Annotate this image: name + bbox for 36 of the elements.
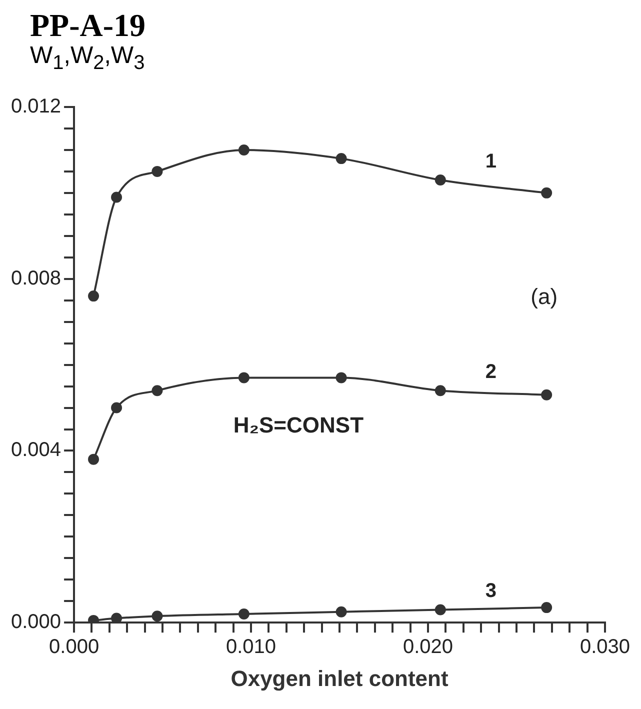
y-axis-title: W$_{1}$,W$_{2}$,W$_{3}$ bbox=[30, 42, 146, 76]
series-label: 2 bbox=[485, 360, 497, 383]
series-label: 1 bbox=[485, 150, 497, 172]
x-axis-title: Oxygen inlet content bbox=[230, 666, 449, 691]
y-tick-label: 0.000 bbox=[10, 610, 62, 633]
point bbox=[541, 187, 552, 198]
point bbox=[434, 384, 446, 396]
annotation: (a) bbox=[530, 284, 558, 309]
point bbox=[152, 610, 163, 622]
x-tick-label: 0.030 bbox=[580, 636, 630, 658]
x-tick-label: 0.020 bbox=[402, 636, 454, 658]
point bbox=[434, 174, 446, 186]
point bbox=[336, 152, 347, 164]
point bbox=[111, 402, 122, 414]
x-tick-label: 0.000 bbox=[49, 636, 100, 658]
point bbox=[111, 192, 122, 203]
point bbox=[238, 144, 250, 156]
point bbox=[336, 372, 347, 383]
point bbox=[111, 612, 122, 622]
point bbox=[541, 389, 552, 400]
point bbox=[434, 604, 446, 616]
y-tick-label: 0.008 bbox=[10, 267, 62, 290]
point bbox=[238, 372, 250, 383]
point bbox=[88, 454, 100, 465]
point bbox=[541, 602, 552, 613]
y-tick-label: 0.012 bbox=[10, 95, 62, 118]
series-label: 3 bbox=[485, 580, 497, 602]
point bbox=[152, 384, 163, 396]
x-tick-label: 0.010 bbox=[226, 636, 276, 658]
point bbox=[238, 608, 250, 620]
point bbox=[152, 166, 163, 177]
annotation: H₂S=CONST bbox=[233, 412, 364, 438]
point bbox=[336, 606, 347, 618]
chart-title: PP-A-19 bbox=[30, 7, 147, 43]
y-tick-label: 0.004 bbox=[10, 439, 62, 462]
point bbox=[88, 290, 100, 302]
